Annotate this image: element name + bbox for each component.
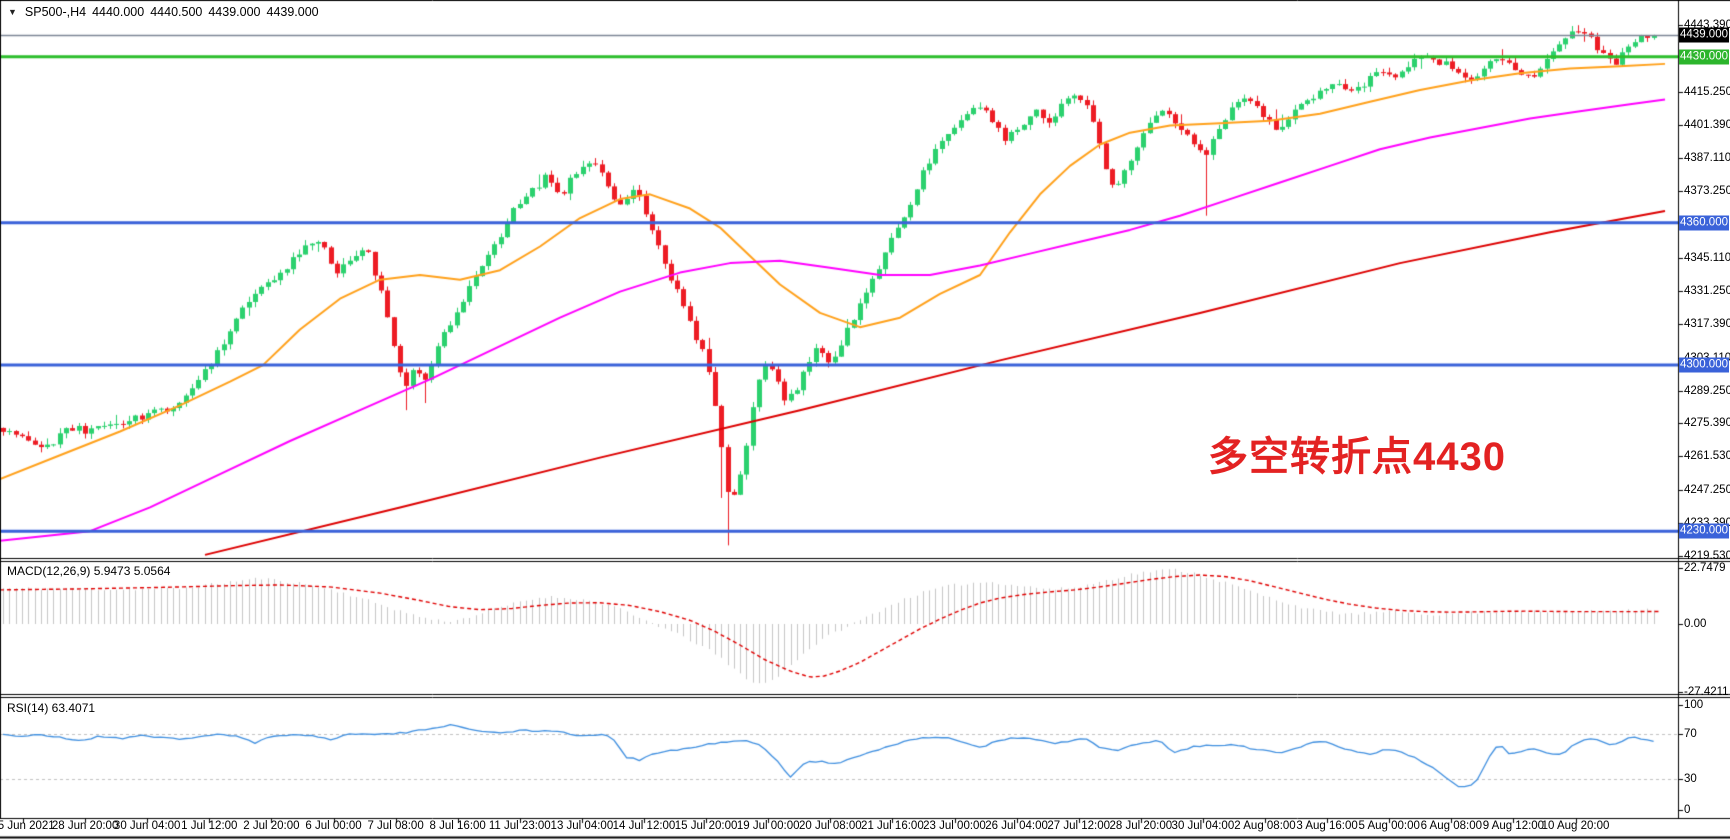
time-axis-label: 27 Jul 12:00 [1047, 820, 1111, 832]
macd-axis-label: -27.4211 [1684, 685, 1729, 698]
ohlc-open: 4440.000 [92, 5, 145, 19]
time-axis-label: 13 Jul 04:00 [550, 820, 614, 832]
price-axis-label: 4345.110 [1684, 252, 1730, 265]
price-badge-4230: 4230.000 [1679, 523, 1729, 539]
time-axis-label: 30 Jun 04:00 [113, 820, 181, 832]
symbol-dropdown-icon[interactable]: ▼ [8, 7, 17, 17]
time-axis-label: 6 Aug 08:00 [1420, 820, 1482, 832]
annotation-text[interactable]: 多空转折点4430 [1208, 435, 1506, 479]
time-axis-label: 7 Jul 08:00 [367, 820, 424, 832]
time-axis-label: 23 Jul 00:00 [923, 820, 986, 832]
price-axis-label: 4387.110 [1684, 152, 1730, 165]
price-badge-4430: 4430.000 [1679, 49, 1729, 65]
time-axis-label: 8 Jul 16:00 [429, 820, 486, 832]
rsi-axis-label: 0 [1684, 804, 1691, 816]
symbol-period-label: SP500-,H4 [24, 5, 87, 19]
ohlc-close: 4439.000 [266, 5, 319, 19]
time-axis-label: 28 Jun 20:00 [51, 820, 119, 832]
chart-title: ▼ SP500-,H4 4440.000 4440.500 4439.000 4… [8, 5, 319, 19]
price-axis-label: 4219.530 [1684, 549, 1730, 562]
price-axis-label: 4275.390 [1684, 417, 1730, 430]
price-badge-4360: 4360.000 [1679, 215, 1729, 231]
time-axis-label: 15 Jul 20:00 [674, 820, 738, 832]
rsi-axis-label: 100 [1684, 699, 1704, 711]
price-axis-label: 4289.250 [1684, 384, 1730, 397]
ohlc-high: 4440.500 [150, 5, 203, 19]
time-axis-label: 21 Jul 16:00 [861, 820, 924, 832]
time-axis-label: 2 Aug 08:00 [1234, 820, 1296, 832]
macd-axis-label: 0.00 [1684, 618, 1707, 630]
price-axis-label: 4317.390 [1684, 317, 1730, 330]
ohlc-low: 4439.000 [208, 5, 261, 19]
time-axis-label: 11 Jul 23:00 [488, 820, 551, 832]
macd-indicator-label: MACD(12,26,9) 5.9473 5.0564 [7, 564, 171, 578]
price-axis-label: 4261.530 [1684, 450, 1730, 463]
macd-axis-label: 22.7479 [1684, 561, 1726, 574]
time-axis-label: 10 Aug 20:00 [1541, 820, 1610, 832]
time-axis-label: 26 Jul 04:00 [985, 820, 1048, 832]
time-axis-label: 19 Jul 00:00 [736, 820, 800, 832]
time-axis-label: 25 Jun 2021 [0, 820, 55, 832]
time-axis-label: 3 Aug 16:00 [1296, 820, 1358, 832]
time-axis-label: 6 Jul 00:00 [305, 820, 362, 832]
time-axis-label: 9 Aug 12:00 [1482, 820, 1545, 832]
rsi-indicator-label: RSI(14) 63.4071 [7, 701, 96, 715]
time-axis-label: 1 Jul 12:00 [181, 820, 238, 832]
current-price-badge: 4439.000 [1679, 27, 1729, 43]
price-axis-label: 4331.250 [1684, 284, 1730, 297]
price-axis-label: 4415.250 [1684, 85, 1730, 98]
price-axis-label: 4401.390 [1684, 118, 1730, 131]
price-axis-label: 4247.250 [1684, 484, 1730, 497]
price-badge-4300: 4300.000 [1679, 357, 1729, 373]
time-axis-label: 14 Jul 12:00 [612, 820, 676, 832]
time-axis-label: 28 Jul 20:00 [1109, 820, 1173, 832]
time-axis-label: 2 Jul 20:00 [243, 820, 300, 832]
rsi-axis-label: 30 [1684, 773, 1697, 785]
price-axis-label: 4373.250 [1684, 185, 1730, 198]
time-axis-label: 30 Jul 04:00 [1171, 820, 1235, 832]
rsi-axis-label: 70 [1684, 728, 1697, 740]
time-axis-label: 20 Jul 08:00 [798, 820, 862, 832]
time-axis-label: 5 Aug 00:00 [1358, 820, 1420, 832]
